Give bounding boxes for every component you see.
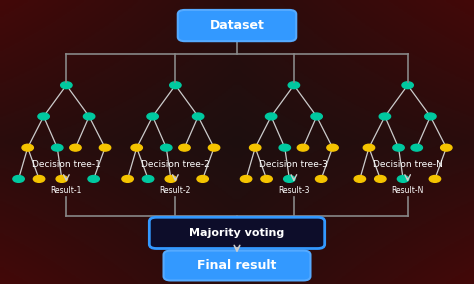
Circle shape bbox=[61, 82, 72, 89]
Circle shape bbox=[83, 113, 95, 120]
Circle shape bbox=[165, 176, 176, 182]
Circle shape bbox=[179, 144, 190, 151]
Circle shape bbox=[279, 144, 291, 151]
Circle shape bbox=[147, 113, 158, 120]
Circle shape bbox=[240, 176, 252, 182]
Circle shape bbox=[297, 144, 309, 151]
Circle shape bbox=[209, 144, 220, 151]
Circle shape bbox=[192, 113, 204, 120]
Circle shape bbox=[363, 144, 374, 151]
Circle shape bbox=[56, 176, 67, 182]
FancyBboxPatch shape bbox=[164, 251, 310, 281]
Circle shape bbox=[425, 113, 436, 120]
Circle shape bbox=[22, 144, 33, 151]
Text: Decision tree-N: Decision tree-N bbox=[373, 160, 443, 169]
Circle shape bbox=[327, 144, 338, 151]
Circle shape bbox=[249, 144, 261, 151]
Circle shape bbox=[288, 82, 300, 89]
Circle shape bbox=[70, 144, 81, 151]
Circle shape bbox=[38, 113, 49, 120]
Text: Result-1: Result-1 bbox=[51, 186, 82, 195]
Text: Dataset: Dataset bbox=[210, 19, 264, 32]
Circle shape bbox=[374, 176, 386, 182]
Circle shape bbox=[52, 144, 63, 151]
Circle shape bbox=[311, 113, 322, 120]
Circle shape bbox=[33, 176, 45, 182]
Circle shape bbox=[397, 176, 409, 182]
Text: Final result: Final result bbox=[197, 259, 277, 272]
Text: Majority voting: Majority voting bbox=[190, 228, 284, 238]
Circle shape bbox=[13, 176, 24, 182]
Text: Result-3: Result-3 bbox=[278, 186, 310, 195]
Circle shape bbox=[122, 176, 133, 182]
Circle shape bbox=[393, 144, 404, 151]
Circle shape bbox=[402, 82, 413, 89]
Text: Result-N: Result-N bbox=[392, 186, 424, 195]
Circle shape bbox=[411, 144, 422, 151]
Text: Decision tree-3: Decision tree-3 bbox=[259, 160, 328, 169]
Text: Decision tree-1: Decision tree-1 bbox=[32, 160, 101, 169]
Text: Result-2: Result-2 bbox=[160, 186, 191, 195]
Circle shape bbox=[429, 176, 441, 182]
Circle shape bbox=[283, 176, 295, 182]
FancyBboxPatch shape bbox=[178, 10, 296, 41]
Circle shape bbox=[265, 113, 277, 120]
Circle shape bbox=[261, 176, 272, 182]
Circle shape bbox=[441, 144, 452, 151]
Circle shape bbox=[88, 176, 100, 182]
Circle shape bbox=[170, 82, 181, 89]
FancyBboxPatch shape bbox=[149, 217, 325, 248]
Circle shape bbox=[379, 113, 391, 120]
Circle shape bbox=[354, 176, 365, 182]
Circle shape bbox=[316, 176, 327, 182]
Circle shape bbox=[161, 144, 172, 151]
Circle shape bbox=[131, 144, 142, 151]
Text: Decision tree-2: Decision tree-2 bbox=[141, 160, 210, 169]
Circle shape bbox=[100, 144, 111, 151]
Circle shape bbox=[197, 176, 209, 182]
Circle shape bbox=[142, 176, 154, 182]
